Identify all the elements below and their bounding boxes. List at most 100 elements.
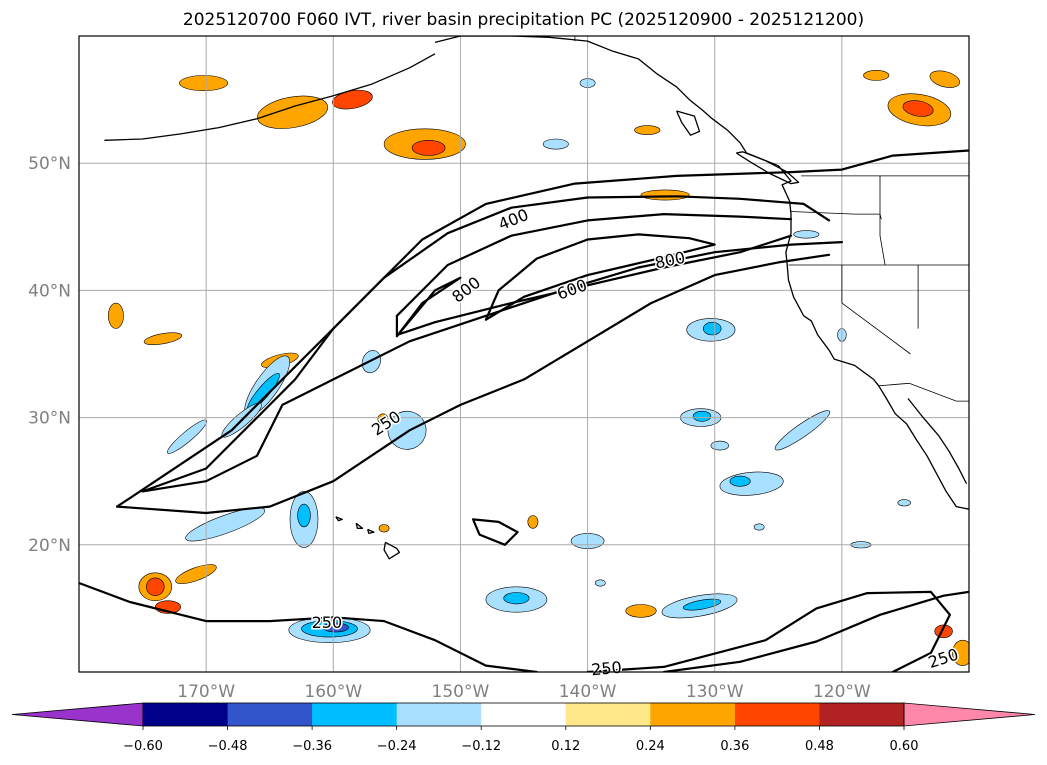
ivt-contour-800	[484, 233, 716, 321]
precip-shade-region	[377, 413, 389, 425]
ivt-contour-400	[141, 195, 831, 493]
colorbar-outline	[142, 702, 905, 727]
precip-shade-region	[897, 499, 911, 507]
precip-shade-region	[411, 139, 446, 156]
colorbar-segment	[312, 703, 398, 726]
graticule	[79, 36, 969, 672]
colorbar-segment	[396, 703, 482, 726]
map-frame	[78, 35, 970, 673]
coastline-hawaii-1	[383, 541, 401, 560]
map-background	[79, 36, 969, 672]
latitude-label: 40°N	[28, 281, 71, 301]
colorbar: −0.60 −0.48 −0.36 −0.24 −0.12 0.12 0.24 0.36 0.4…	[11, 702, 1036, 754]
colorbar-segment	[227, 703, 313, 726]
ivt-contour-250	[116, 253, 831, 515]
ivt-contour-600	[395, 234, 793, 336]
coastline-hawaii-2	[366, 528, 375, 535]
colorbar-tick-label: −0.60	[123, 739, 163, 754]
border-us-mexico	[878, 382, 969, 402]
precip-shade-region	[378, 524, 390, 533]
ivt-contour-800	[395, 276, 462, 338]
longitude-label: 140°W	[559, 682, 617, 702]
colorbar-tick-label: −0.48	[208, 739, 248, 754]
precip-shade-region	[179, 75, 229, 91]
colorbar-tick-label: 0.48	[805, 739, 834, 754]
precip-shade-region	[143, 332, 183, 346]
colorbar-tick-label: −0.24	[377, 739, 417, 754]
precip-shade-region	[952, 639, 969, 666]
colorbar-tick-label: 0.36	[720, 739, 749, 754]
ivt-contour-250	[116, 149, 969, 508]
figure-title: 2025120700 F060 IVT, river basin precipi…	[183, 10, 864, 30]
longitude-labels: 170°W 160°W 150°W 140°W 130°W 120°W	[177, 682, 871, 702]
coastline-hawaii-3	[355, 522, 364, 529]
precip-shade-region	[185, 507, 266, 542]
ivt-contour-250	[472, 518, 519, 546]
ivt-contour-400	[141, 241, 843, 493]
precip-shade-region	[297, 503, 311, 528]
colorbar-segment	[650, 703, 736, 726]
coastlines	[104, 36, 969, 560]
longitude-label: 160°W	[304, 682, 362, 702]
precip-shade-region	[322, 622, 349, 633]
ivt-contours	[79, 149, 969, 672]
ivt-contour-250	[662, 590, 969, 672]
political-borders	[574, 36, 969, 402]
precip-shade-region	[774, 410, 831, 451]
precip-shade-region	[863, 70, 890, 81]
precip-shade-region	[929, 70, 961, 88]
colorbar-segment	[565, 703, 651, 726]
precip-shade-region	[793, 230, 820, 239]
colorbar-tick-label: −0.12	[461, 739, 501, 754]
colorbar-segment	[819, 703, 905, 726]
precip-shade-region	[692, 410, 712, 422]
ivt-contour-600	[395, 213, 793, 336]
coastline-haida	[676, 110, 701, 136]
coastline-hawaii-4	[335, 516, 343, 522]
longitude-label: 130°W	[686, 682, 744, 702]
precip-shade-region	[729, 475, 751, 487]
colorbar-tick-label: −0.36	[292, 739, 332, 754]
precip-shade-region	[640, 189, 690, 201]
precip-shade-region	[902, 100, 934, 117]
border-ca-nv	[841, 265, 911, 355]
colorbar-segment	[481, 703, 567, 726]
longitude-label: 120°W	[813, 682, 871, 702]
contour-label: 250	[590, 658, 622, 680]
precip-shade-region	[753, 523, 765, 531]
ivt-contour-250	[586, 590, 951, 672]
precip-shade-region	[710, 440, 729, 451]
precip-shade-region	[503, 592, 530, 605]
precip-shade-region	[146, 577, 165, 596]
latitude-label: 20°N	[28, 536, 71, 556]
precip-shade-region	[702, 321, 722, 336]
precip-shade-region	[527, 515, 539, 529]
longitude-label: 150°W	[432, 682, 490, 702]
precip-shade-region	[594, 579, 606, 587]
precipitation-shading	[108, 70, 969, 666]
coastline-vancouver	[735, 151, 800, 185]
longitude-label: 170°W	[177, 682, 235, 702]
precip-shade-region	[634, 125, 661, 135]
precip-shade-region	[625, 604, 657, 618]
border-wa-or	[790, 211, 882, 220]
colorbar-extend-low	[11, 702, 144, 727]
colorbar-segment	[734, 703, 820, 726]
precip-shade-region	[542, 138, 569, 150]
precip-shade-region	[108, 302, 124, 329]
colorbar-extend-high	[903, 702, 1036, 727]
colorbar-segment	[143, 703, 229, 726]
coastline-alaska	[434, 36, 969, 510]
colorbar-tick-label: 0.12	[551, 739, 580, 754]
coastline-gulf-ca	[907, 398, 968, 484]
latitude-label: 30°N	[28, 409, 71, 429]
latitude-labels: 50°N 40°N 30°N 20°N	[28, 154, 71, 556]
colorbar-tick-label: 0.24	[636, 739, 665, 754]
ivt-contour-250	[79, 581, 538, 672]
precip-shade-region	[682, 598, 722, 611]
colorbar-tick-label: 0.60	[890, 739, 919, 754]
border-id-wy	[879, 175, 886, 266]
latitude-label: 50°N	[28, 154, 71, 174]
contour-label: 800	[653, 248, 687, 273]
